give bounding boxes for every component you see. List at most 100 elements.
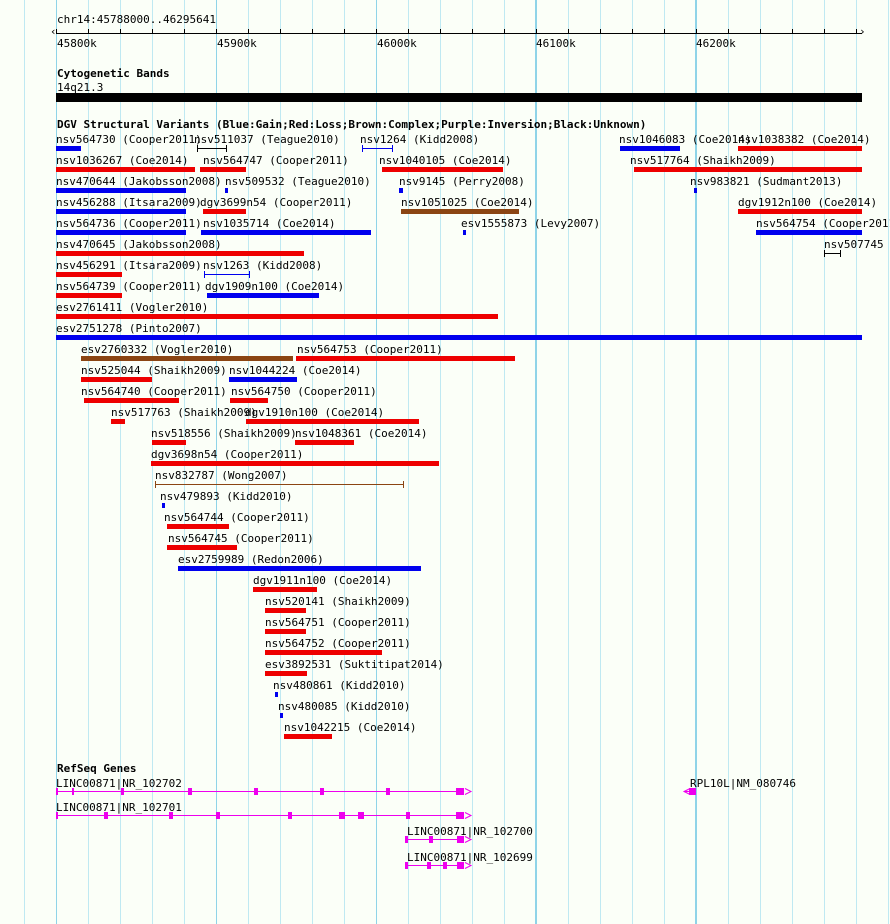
- dgv-span-cap-left: [204, 271, 205, 278]
- cytoband-label: 14q21.3: [57, 81, 104, 94]
- dgv-feature-label: nsv564739 (Cooper2011): [56, 280, 202, 293]
- dgv-feature-bar[interactable]: [167, 545, 237, 550]
- dgv-feature-bar[interactable]: [178, 566, 421, 571]
- dgv-feature-bar[interactable]: [229, 377, 297, 382]
- ruler-tick: [120, 29, 121, 34]
- ruler-tick: [632, 29, 633, 34]
- dgv-feature-bar[interactable]: [81, 377, 152, 382]
- dgv-feature-bar[interactable]: [620, 146, 680, 151]
- dgv-feature-bar[interactable]: [399, 188, 403, 193]
- dgv-feature-bar[interactable]: [225, 188, 228, 193]
- dgv-feature-span[interactable]: [204, 271, 250, 278]
- dgv-feature-span[interactable]: [155, 481, 404, 488]
- dgv-feature-label: nsv1048361 (Coe2014): [295, 427, 428, 440]
- ruler-tick: [696, 29, 697, 34]
- ruler-tick: [728, 29, 729, 34]
- dgv-feature-label: nsv456291 (Itsara2009): [56, 259, 202, 272]
- dgv-feature-label: dgv3698n54 (Cooper2011): [151, 448, 304, 461]
- dgv-feature-bar[interactable]: [275, 692, 278, 697]
- dgv-feature-bar[interactable]: [246, 419, 419, 424]
- dgv-feature-bar[interactable]: [253, 587, 317, 592]
- dgv-feature-bar[interactable]: [56, 251, 304, 256]
- dgv-feature-bar[interactable]: [295, 440, 354, 445]
- refseq-track-title: RefSeq Genes: [57, 762, 137, 775]
- ruler-tick: [536, 29, 537, 34]
- dgv-feature-label: nsv470645 (Jakobsson2008): [56, 238, 222, 251]
- dgv-feature-bar[interactable]: [152, 440, 186, 445]
- dgv-feature-label: nsv1051025 (Coe2014): [401, 196, 534, 209]
- dgv-feature-label: esv2751278 (Pinto2007): [56, 322, 202, 335]
- dgv-feature-label: nsv525044 (Shaikh2009): [81, 364, 227, 377]
- refseq-gene-label: LINC00871|NR_102699: [407, 851, 533, 864]
- refseq-gene-model[interactable]: [56, 786, 474, 797]
- dgv-feature-bar[interactable]: [201, 230, 371, 235]
- dgv-feature-bar[interactable]: [230, 398, 268, 403]
- dgv-feature-bar[interactable]: [738, 209, 862, 214]
- dgv-feature-bar[interactable]: [296, 356, 515, 361]
- dgv-feature-span[interactable]: [362, 145, 393, 152]
- dgv-feature-bar[interactable]: [56, 188, 186, 193]
- dgv-span-cap-right: [403, 481, 404, 488]
- dgv-feature-bar[interactable]: [694, 188, 697, 193]
- ruler-tick: [88, 29, 89, 34]
- dgv-feature-bar[interactable]: [265, 608, 306, 613]
- dgv-feature-label: esv2760332 (Vogler2010): [81, 343, 234, 356]
- grid-line: [600, 0, 601, 924]
- dgv-feature-bar[interactable]: [207, 293, 319, 298]
- ruler-tick: [216, 29, 217, 34]
- ruler-tick: [504, 29, 505, 34]
- dgv-feature-label: dgv1910n100 (Coe2014): [245, 406, 385, 419]
- grid-line: [568, 0, 569, 924]
- dgv-feature-label: dgv1911n100 (Coe2014): [253, 574, 393, 587]
- dgv-feature-bar[interactable]: [56, 146, 81, 151]
- dgv-feature-bar[interactable]: [56, 293, 122, 298]
- dgv-feature-bar[interactable]: [280, 713, 283, 718]
- dgv-feature-bar[interactable]: [284, 734, 332, 739]
- grid-line: [24, 0, 25, 924]
- dgv-feature-bar[interactable]: [81, 356, 293, 361]
- refseq-gene-model[interactable]: [56, 810, 474, 821]
- dgv-feature-bar[interactable]: [56, 335, 862, 340]
- dgv-feature-bar[interactable]: [84, 398, 179, 403]
- dgv-feature-bar[interactable]: [151, 461, 439, 466]
- dgv-feature-label: nsv470644 (Jakobsson2008): [56, 175, 222, 188]
- dgv-feature-span[interactable]: [197, 145, 227, 152]
- dgv-feature-bar[interactable]: [756, 230, 862, 235]
- dgv-feature-label: nsv564740 (Cooper2011): [81, 385, 227, 398]
- dgv-feature-span[interactable]: [824, 250, 841, 257]
- dgv-span-line: [155, 484, 404, 485]
- dgv-feature-bar[interactable]: [382, 167, 503, 172]
- dgv-feature-bar[interactable]: [200, 167, 246, 172]
- dgv-feature-bar[interactable]: [265, 629, 306, 634]
- refseq-gene-model[interactable]: [682, 786, 706, 797]
- dgv-feature-bar[interactable]: [111, 419, 125, 424]
- dgv-feature-bar[interactable]: [56, 209, 186, 214]
- dgv-feature-bar[interactable]: [634, 167, 862, 172]
- dgv-span-cap-right: [840, 250, 841, 257]
- refseq-gene-label: LINC00871|NR_102700: [407, 825, 533, 838]
- refseq-gene-model[interactable]: [405, 834, 474, 845]
- dgv-feature-bar[interactable]: [56, 167, 195, 172]
- dgv-feature-bar[interactable]: [203, 209, 246, 214]
- dgv-feature-bar[interactable]: [167, 524, 229, 529]
- dgv-feature-bar[interactable]: [738, 146, 862, 151]
- dgv-feature-bar[interactable]: [56, 314, 498, 319]
- dgv-feature-label: esv1555873 (Levy2007): [461, 217, 601, 230]
- dgv-feature-bar[interactable]: [56, 272, 122, 277]
- dgv-feature-bar[interactable]: [401, 209, 519, 214]
- dgv-feature-label: nsv832787 (Wong2007): [155, 469, 288, 482]
- dgv-feature-label: nsv564754 (Cooper2011): [756, 217, 890, 230]
- ruler-tick: [344, 29, 345, 34]
- ruler-tick: [184, 29, 185, 34]
- dgv-feature-bar[interactable]: [265, 671, 307, 676]
- dgv-feature-bar[interactable]: [162, 503, 165, 508]
- dgv-feature-label: nsv517763 (Shaikh2009): [111, 406, 257, 419]
- dgv-feature-bar[interactable]: [56, 230, 186, 235]
- refseq-gene-model[interactable]: [405, 860, 474, 871]
- dgv-span-line: [197, 148, 227, 149]
- cytoband-bar[interactable]: [56, 93, 862, 102]
- dgv-feature-bar[interactable]: [463, 230, 466, 235]
- ruler-tick: [280, 29, 281, 34]
- dgv-span-line: [362, 148, 393, 149]
- dgv-feature-bar[interactable]: [265, 650, 382, 655]
